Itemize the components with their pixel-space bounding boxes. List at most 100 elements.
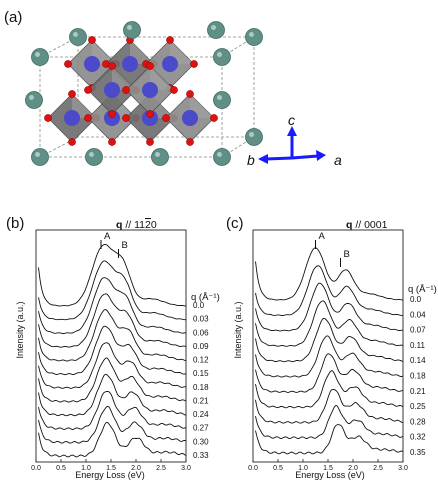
b-site-atom xyxy=(142,82,158,98)
spectrum-line-q-0.15 xyxy=(38,325,187,376)
panel-c-q-unit-label: q (Å⁻¹) xyxy=(408,284,437,295)
atom-highlight xyxy=(249,132,254,137)
spectrum-line-q-0.12 xyxy=(38,309,187,362)
b-site-atom xyxy=(142,110,158,126)
x-tick-label: 1.0 xyxy=(298,465,308,472)
q-value-label: 0.11 xyxy=(410,341,426,350)
axes-triad: c b a xyxy=(247,112,342,168)
oxygen-atom xyxy=(122,114,130,122)
x-tick-label: 0.0 xyxy=(31,465,41,472)
b-site-atom xyxy=(122,56,138,72)
spectrum-line-q-0.21 xyxy=(38,357,187,403)
spectrum-line-q-0.21 xyxy=(255,353,403,393)
atom-highlight xyxy=(35,52,40,57)
oxygen-atom xyxy=(68,138,76,146)
atom-highlight xyxy=(217,152,222,157)
peak-label-B: B xyxy=(344,249,350,260)
q-value-label: 0.03 xyxy=(193,315,209,324)
a-site-atom xyxy=(245,128,263,146)
octahedron-face xyxy=(190,94,214,118)
atom-highlight xyxy=(217,52,222,57)
x-tick-label: 1.0 xyxy=(81,465,91,472)
x-tick-label: 0.0 xyxy=(248,465,258,472)
c-axis-arrowhead xyxy=(287,126,297,136)
panel-a: (a) xyxy=(4,9,263,166)
oxygen-atom xyxy=(64,60,72,68)
x-tick-label: 0.5 xyxy=(56,465,66,472)
oxygen-atom xyxy=(170,86,178,94)
octahedron-face xyxy=(72,94,96,118)
oxygen-atom xyxy=(84,114,92,122)
panel-b-xlabel: Energy Loss (eV) xyxy=(75,470,145,480)
oxygen-atom xyxy=(44,114,52,122)
a-site-atom xyxy=(31,48,49,66)
spectrum-line-q-0.30 xyxy=(38,405,187,444)
panel-c-label: (c) xyxy=(226,215,244,232)
panel-b-ylabel: Intensity (a.u.) xyxy=(15,301,25,358)
spectrum-line-q-0.25 xyxy=(255,370,404,409)
panel-b-q-unit-label: q (Å⁻¹) xyxy=(191,292,220,303)
oxygen-atom xyxy=(162,114,170,122)
atom-highlight xyxy=(35,152,40,157)
b-axis-arrowhead xyxy=(258,154,268,164)
atom-highlight xyxy=(249,32,254,37)
panel-a-label: (a) xyxy=(4,9,22,26)
b-site-atom xyxy=(104,82,120,98)
a-site-atom xyxy=(213,148,231,166)
b-site-atom xyxy=(64,110,80,126)
oxygen-atom xyxy=(186,138,194,146)
a-site-atom xyxy=(85,148,103,166)
atom-highlight xyxy=(89,152,94,157)
panel-c-title: q // 0001 xyxy=(346,219,388,231)
atom-highlight xyxy=(73,32,78,37)
oxygen-atom xyxy=(146,62,154,70)
a-site-atom xyxy=(31,148,49,166)
b-axis-label: b xyxy=(247,152,255,168)
spectrum-line-q-0.18 xyxy=(255,335,404,378)
x-tick-label: 3.0 xyxy=(398,465,408,472)
a-site-atom xyxy=(123,21,141,39)
a-site-atom xyxy=(151,148,169,166)
b-site-atom xyxy=(84,56,100,72)
a-axis-arrow xyxy=(291,154,319,160)
panel-b-label: (b) xyxy=(6,215,24,232)
q-value-label: 0.21 xyxy=(193,397,209,406)
q-value-label: 0.25 xyxy=(410,402,426,411)
a-site-atom xyxy=(245,28,263,46)
spectrum-line-q-0.27 xyxy=(38,391,187,430)
q-value-label: 0.32 xyxy=(410,433,426,442)
x-tick-label: 1.5 xyxy=(106,465,116,472)
oxygen-atom xyxy=(166,36,174,44)
oxygen-atom xyxy=(68,90,76,98)
panel-b: (b) q // 1120 Intensity (a.u.) Energy Lo… xyxy=(6,215,220,480)
x-tick-label: 3.0 xyxy=(181,465,191,472)
a-axis-arrowhead xyxy=(316,150,326,161)
panel-c: (c) q // 0001 Intensity (a.u.) Energy Lo… xyxy=(226,215,437,480)
spectrum-line-q-0.09 xyxy=(38,293,187,348)
atom-highlight xyxy=(127,25,132,30)
oxygen-atom xyxy=(108,138,116,146)
spectrum-line-q-0.06 xyxy=(38,277,187,334)
q-value-label: 0.14 xyxy=(410,356,426,365)
a-axis-label: a xyxy=(334,152,342,168)
q-value-label: 0.0 xyxy=(410,295,422,304)
octahedron-face xyxy=(92,40,116,64)
x-tick-label: 2.5 xyxy=(373,465,383,472)
atom-highlight xyxy=(211,25,216,30)
oxygen-atom xyxy=(122,86,130,94)
b-site-atom xyxy=(182,110,198,126)
x-tick-label: 2.0 xyxy=(131,465,141,472)
a-site-atom xyxy=(213,48,231,66)
panel-c-xlabel: Energy Loss (eV) xyxy=(295,470,365,480)
spectrum-line-q-0.0 xyxy=(38,243,187,307)
spectrum-line-q-0.07 xyxy=(255,282,404,332)
b-site-atom xyxy=(162,56,178,72)
peak-label-B: B xyxy=(122,240,128,251)
oxygen-atom xyxy=(190,60,198,68)
crystal-structure-illustration xyxy=(25,21,263,166)
spectrum-line-q-0.14 xyxy=(255,317,404,363)
spectrum-line-q-0.03 xyxy=(38,260,187,321)
panel-b-title: q // 1120 xyxy=(116,219,157,231)
q-value-label: 0.12 xyxy=(193,356,209,365)
